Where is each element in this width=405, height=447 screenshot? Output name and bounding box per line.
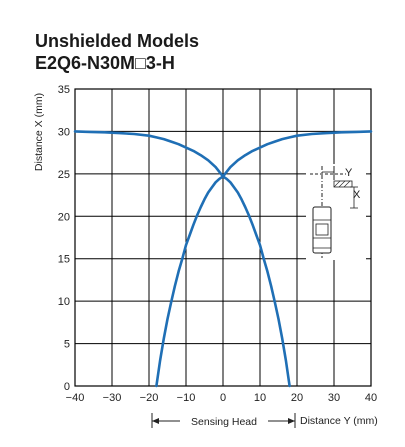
x-tick-label: −10	[177, 392, 196, 404]
sensor-diagram: Y X	[306, 164, 366, 260]
x-tick-label: 10	[254, 392, 266, 404]
x-tick-label: 0	[220, 392, 226, 404]
x-tick-label: −40	[66, 392, 85, 404]
x-tick-labels: −40 −30 −20 −10 0 10 20 30 40	[66, 392, 377, 404]
x-tick-label: 20	[291, 392, 303, 404]
series-line-1	[155, 130, 373, 388]
diagram-y-label: Y	[345, 167, 353, 179]
plot-grid	[74, 88, 372, 387]
x-tick-label: −20	[140, 392, 159, 404]
x-axis-label: Distance Y (mm)	[300, 415, 378, 427]
x-tick-label: 40	[365, 392, 377, 404]
series-line-2	[73, 130, 291, 388]
plot-frame	[74, 88, 372, 387]
chart-title-line2: E2Q6-N30M□3-H	[35, 53, 175, 73]
y-tick-label: 25	[58, 169, 70, 181]
sensing-head-label: Sensing Head	[191, 416, 257, 428]
diagram-x-label: X	[353, 189, 361, 201]
y-tick-labels: 0 5 10 15 20 25 30 35	[58, 84, 70, 393]
y-tick-label: 35	[58, 84, 70, 96]
plot-curves	[73, 130, 373, 388]
x-tick-label: 30	[328, 392, 340, 404]
y-tick-label: 10	[58, 296, 70, 308]
sensing-head-marker: Sensing Head	[151, 413, 296, 428]
y-tick-label: 15	[58, 254, 70, 266]
y-axis-label: Distance X (mm)	[33, 93, 45, 171]
y-tick-label: 20	[58, 211, 70, 223]
x-tick-label: −30	[103, 392, 122, 404]
y-tick-label: 30	[58, 126, 70, 138]
y-tick-label: 0	[64, 381, 70, 393]
y-tick-label: 5	[64, 339, 70, 351]
chart-title-line1: Unshielded Models	[35, 31, 200, 51]
